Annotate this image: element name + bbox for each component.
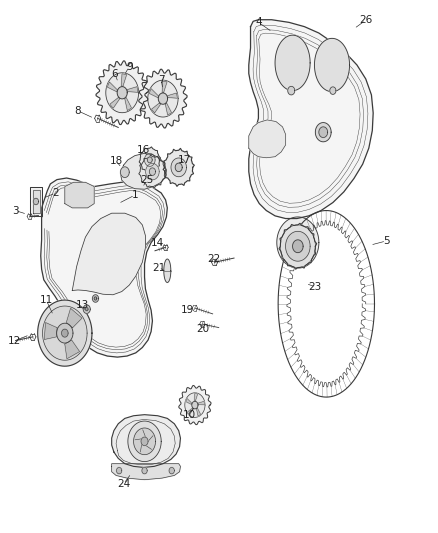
- Polygon shape: [41, 178, 167, 357]
- Polygon shape: [198, 401, 205, 405]
- Polygon shape: [117, 87, 127, 99]
- Polygon shape: [165, 103, 172, 115]
- Polygon shape: [30, 187, 42, 216]
- Polygon shape: [72, 213, 145, 295]
- Polygon shape: [42, 306, 87, 360]
- Polygon shape: [110, 98, 120, 108]
- Polygon shape: [134, 428, 155, 455]
- Polygon shape: [96, 61, 148, 125]
- Text: 6: 6: [111, 69, 118, 78]
- Text: 18: 18: [110, 156, 123, 166]
- Polygon shape: [192, 401, 198, 409]
- Polygon shape: [149, 88, 159, 98]
- Text: 16: 16: [137, 146, 150, 155]
- Polygon shape: [169, 467, 174, 474]
- Polygon shape: [125, 98, 131, 111]
- Polygon shape: [141, 437, 148, 446]
- Text: 5: 5: [383, 236, 390, 246]
- Polygon shape: [279, 223, 317, 269]
- Polygon shape: [148, 80, 178, 117]
- Polygon shape: [330, 87, 336, 94]
- Polygon shape: [315, 123, 331, 142]
- Polygon shape: [128, 421, 161, 462]
- Polygon shape: [175, 163, 182, 172]
- Polygon shape: [148, 157, 152, 163]
- Polygon shape: [83, 305, 90, 313]
- Polygon shape: [33, 198, 39, 205]
- Polygon shape: [121, 74, 127, 86]
- Polygon shape: [171, 158, 187, 177]
- Polygon shape: [149, 168, 155, 175]
- Text: 24: 24: [117, 479, 130, 489]
- Polygon shape: [38, 300, 92, 366]
- Polygon shape: [146, 164, 159, 180]
- Polygon shape: [158, 93, 168, 104]
- Text: 26: 26: [359, 15, 372, 25]
- Polygon shape: [164, 259, 171, 282]
- Polygon shape: [112, 415, 180, 467]
- Polygon shape: [293, 240, 303, 253]
- Text: 14: 14: [151, 238, 164, 247]
- Polygon shape: [145, 154, 155, 166]
- Polygon shape: [92, 295, 99, 302]
- Polygon shape: [65, 340, 80, 359]
- Text: 17: 17: [178, 155, 191, 165]
- Polygon shape: [139, 69, 187, 128]
- Text: 11: 11: [39, 295, 53, 304]
- Polygon shape: [275, 35, 310, 91]
- Polygon shape: [107, 82, 117, 92]
- Polygon shape: [249, 20, 373, 219]
- Polygon shape: [186, 399, 192, 405]
- Polygon shape: [139, 147, 160, 173]
- Polygon shape: [319, 127, 328, 138]
- Polygon shape: [44, 322, 57, 340]
- Polygon shape: [194, 393, 198, 401]
- Polygon shape: [163, 148, 194, 187]
- Polygon shape: [106, 73, 138, 112]
- Polygon shape: [249, 120, 286, 158]
- Text: 7: 7: [158, 75, 165, 85]
- Polygon shape: [286, 231, 310, 261]
- Text: 1: 1: [131, 190, 138, 200]
- Text: 8: 8: [74, 106, 81, 116]
- Polygon shape: [57, 323, 73, 343]
- Polygon shape: [112, 464, 180, 480]
- Polygon shape: [167, 93, 177, 98]
- Text: 3: 3: [12, 206, 19, 215]
- Polygon shape: [288, 86, 295, 95]
- Polygon shape: [314, 38, 350, 92]
- Polygon shape: [162, 81, 167, 93]
- Text: 25: 25: [140, 175, 153, 185]
- Polygon shape: [62, 329, 68, 337]
- Polygon shape: [117, 467, 122, 474]
- Polygon shape: [277, 217, 319, 268]
- Polygon shape: [67, 309, 82, 328]
- Text: 20: 20: [196, 325, 209, 334]
- Text: 4: 4: [255, 18, 262, 27]
- Polygon shape: [33, 190, 40, 213]
- Text: 2: 2: [52, 188, 59, 198]
- Polygon shape: [139, 155, 166, 188]
- Text: 12: 12: [7, 336, 21, 346]
- Polygon shape: [127, 87, 138, 92]
- Polygon shape: [179, 385, 211, 425]
- Text: 19: 19: [181, 305, 194, 315]
- Polygon shape: [85, 308, 88, 311]
- Polygon shape: [152, 103, 161, 113]
- Polygon shape: [142, 467, 147, 474]
- Polygon shape: [120, 167, 129, 177]
- Text: 23: 23: [309, 282, 322, 292]
- Polygon shape: [185, 393, 205, 417]
- Polygon shape: [65, 182, 94, 208]
- Polygon shape: [120, 154, 166, 189]
- Text: 9: 9: [126, 62, 133, 71]
- Polygon shape: [187, 408, 194, 415]
- Text: 13: 13: [76, 300, 89, 310]
- Polygon shape: [94, 297, 97, 300]
- Text: 10: 10: [183, 410, 196, 419]
- Text: 21: 21: [152, 263, 165, 272]
- Polygon shape: [197, 408, 201, 416]
- Text: 22: 22: [207, 254, 220, 263]
